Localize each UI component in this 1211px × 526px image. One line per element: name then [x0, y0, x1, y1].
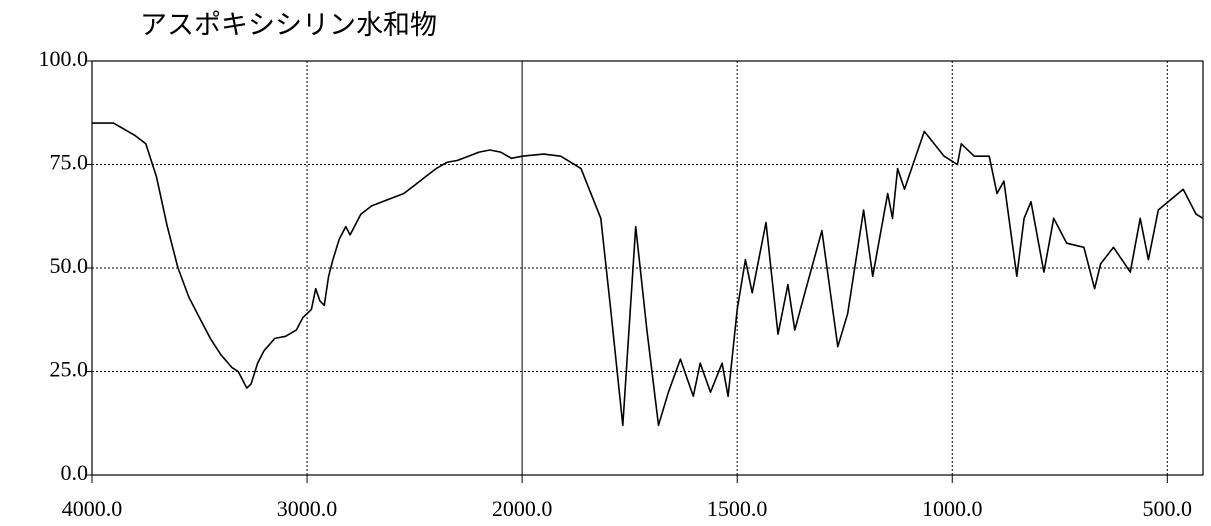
y-tick-label: 100.0 — [39, 46, 89, 71]
plot-frame — [91, 60, 1204, 476]
x-tick-label: 3000.0 — [277, 496, 338, 521]
spectrum-line — [92, 122, 1204, 427]
chart-title: アスポキシシリン水和物 — [140, 10, 437, 40]
x-tick-label: 1500.0 — [707, 496, 768, 521]
y-tick-label: 25.0 — [50, 357, 89, 382]
y-tick-label: 50.0 — [50, 253, 89, 278]
x-tick-label: 2000.0 — [492, 496, 553, 521]
x-tick-label: 500.0 — [1143, 496, 1193, 521]
y-tick-label: 75.0 — [50, 150, 89, 175]
y-tick-label: 0.0 — [61, 460, 89, 485]
x-tick-label: 1000.0 — [922, 496, 983, 521]
x-tick-label: 4000.0 — [62, 496, 123, 521]
